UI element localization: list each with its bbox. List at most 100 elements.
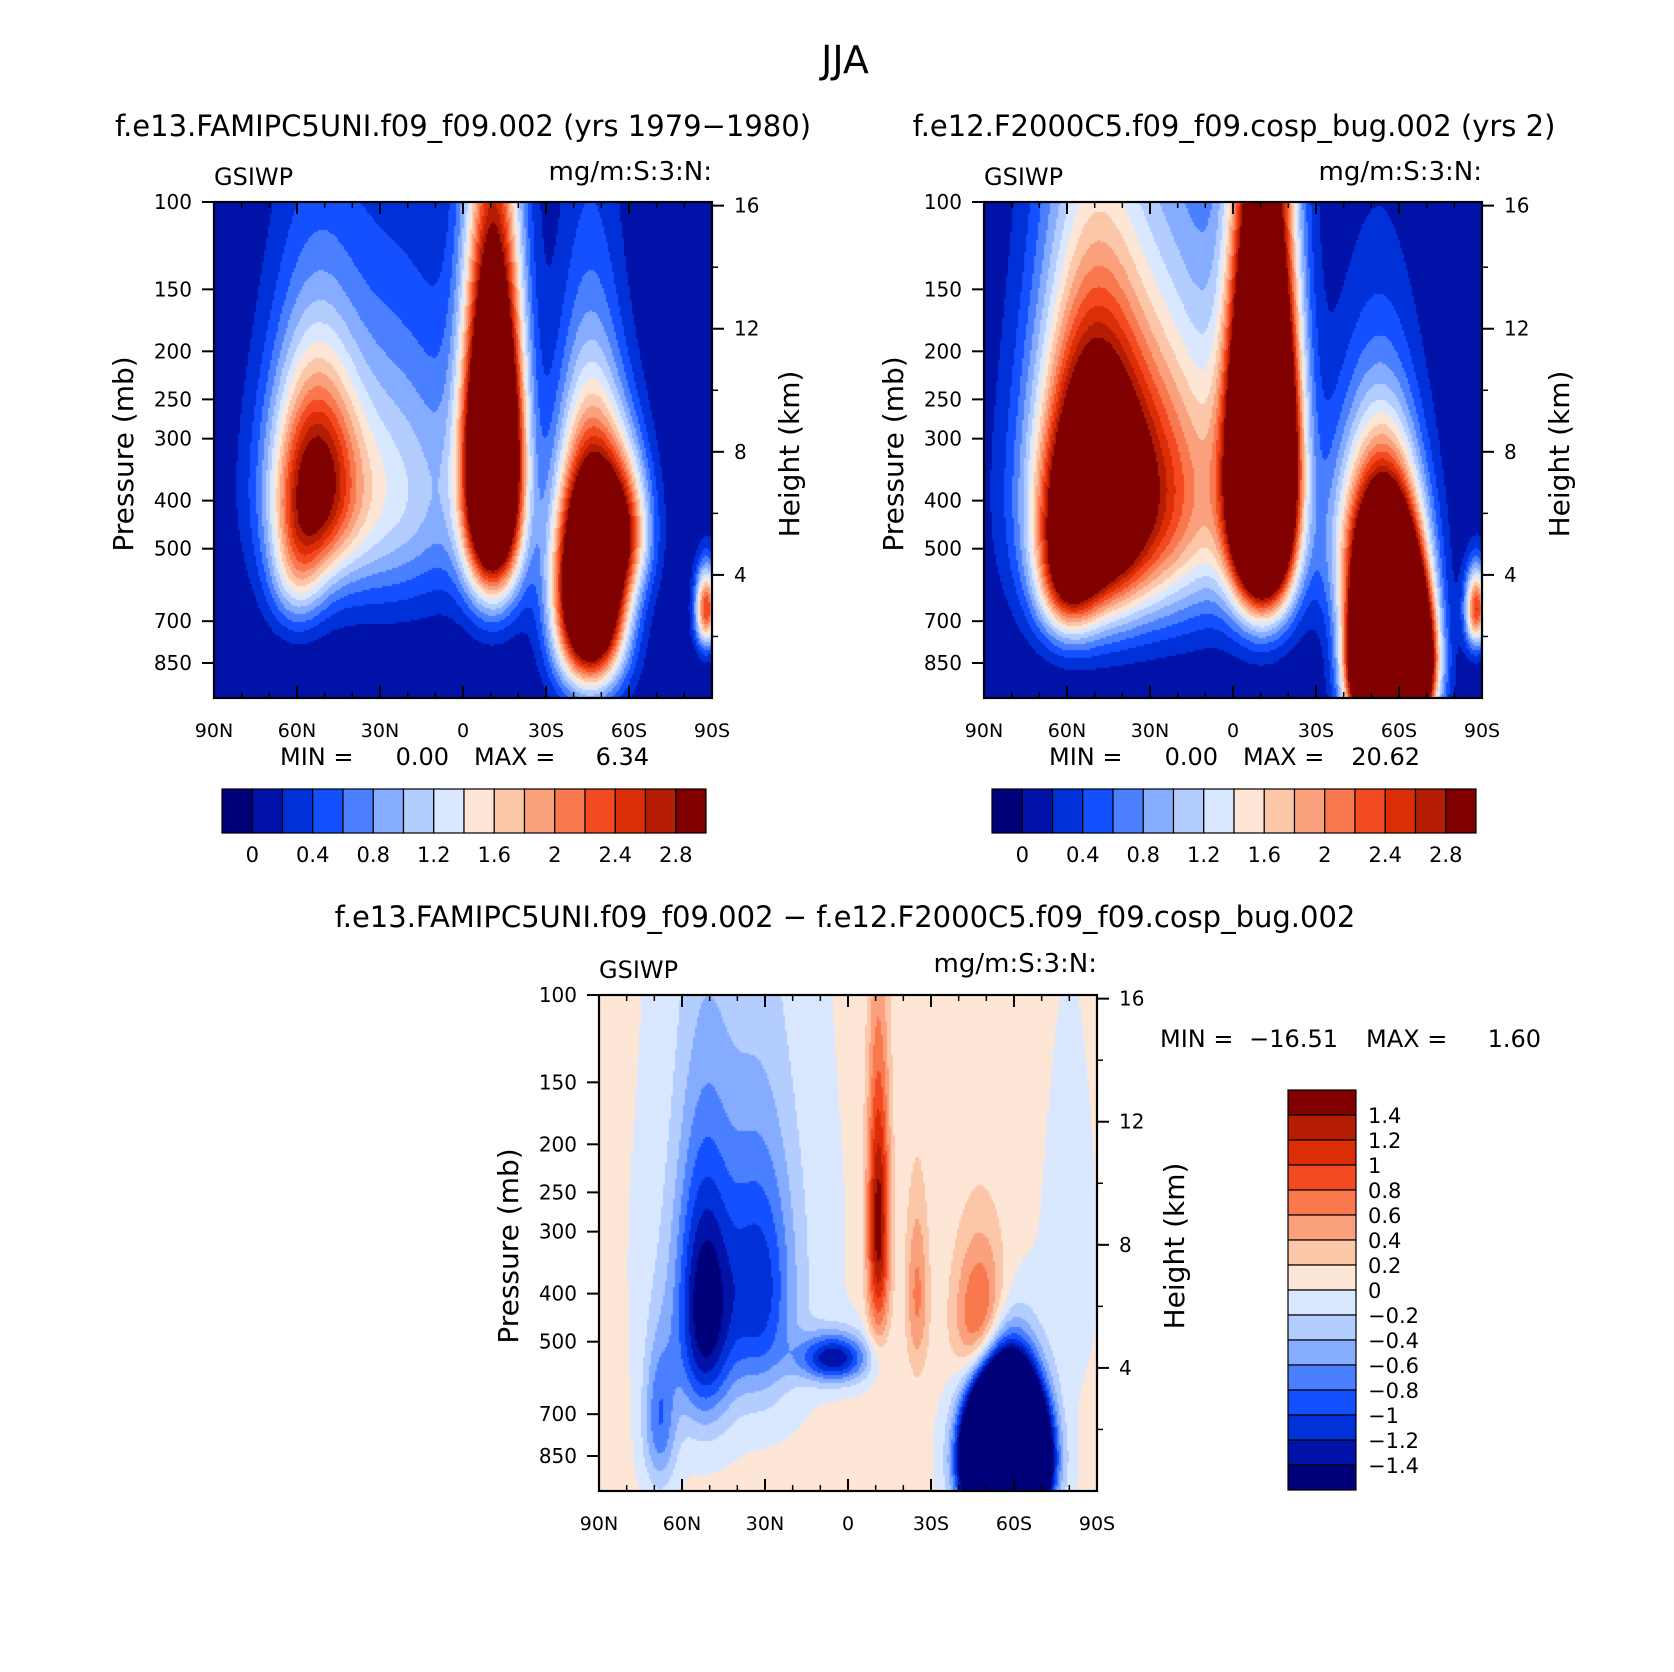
- colorbar-tick-label: −1.4: [1368, 1454, 1419, 1478]
- colorbar-tick-label: 2.8: [1429, 843, 1462, 867]
- x-tick-label: 0: [457, 720, 469, 742]
- colorbar-box: [1287, 1314, 1357, 1341]
- colorbar-box: [644, 788, 677, 834]
- colorbar-tick-label: 2.4: [1369, 843, 1402, 867]
- y-tick-label: 400: [924, 489, 962, 513]
- colorbar-box: [372, 788, 405, 834]
- panel-3-y2label: Height (km): [1158, 1163, 1191, 1330]
- panel-2-min-value: 0.00: [1165, 743, 1218, 771]
- colorbar-tick-label: −1: [1368, 1404, 1399, 1428]
- panel-2-units: mg/m:S:3:N:: [1319, 157, 1482, 187]
- colorbar-tick-label: 0.8: [1127, 843, 1160, 867]
- panel-3-max-label: MAX =: [1366, 1025, 1447, 1053]
- y-tick-label: 500: [154, 537, 192, 561]
- colorbar-box: [1287, 1214, 1357, 1241]
- colorbar-box: [554, 788, 586, 834]
- y-tick-label: 500: [924, 537, 962, 561]
- x-tick-label: 90N: [965, 720, 1003, 742]
- y-tick-label: 850: [539, 1444, 577, 1468]
- y2-tick-label: 8: [734, 440, 747, 464]
- colorbar-box: [1384, 788, 1417, 834]
- y2-tick-label: 16: [734, 194, 759, 218]
- panel-1-min-label: MIN =: [280, 743, 353, 771]
- panel-2-min-label: MIN =: [1049, 743, 1122, 771]
- y2-tick-label: 16: [1504, 194, 1529, 218]
- panel-1-min-value: 0.00: [396, 743, 449, 771]
- y-tick-label: 300: [154, 427, 192, 451]
- panel-1-variable: GSIWP: [214, 163, 293, 191]
- colorbar-tick-label: 0.6: [1368, 1204, 1401, 1228]
- x-tick-label: 90S: [1464, 720, 1500, 742]
- colorbar-tick-label: −1.2: [1368, 1429, 1419, 1453]
- y2-tick-label: 16: [1119, 987, 1144, 1011]
- y-tick-label: 250: [924, 387, 962, 411]
- panel-3-title: f.e13.FAMIPC5UNI.f09_f09.002 − f.e12.F20…: [335, 900, 1356, 934]
- colorbar-tick-label: 2.4: [599, 843, 632, 867]
- contour-field: [214, 202, 712, 698]
- y2-tick-label: 12: [1119, 1110, 1144, 1134]
- colorbar-box: [1324, 788, 1356, 834]
- colorbar-box: [1445, 788, 1477, 834]
- colorbar-box: [1051, 788, 1084, 834]
- colorbar-tick-label: 0: [246, 843, 259, 867]
- colorbar-box: [1287, 1464, 1357, 1491]
- colorbar-tick-label: 0.8: [1368, 1179, 1401, 1203]
- colorbar-tick-label: −0.6: [1368, 1354, 1419, 1378]
- x-tick-label: 30N: [1131, 720, 1169, 742]
- x-tick-label: 0: [1227, 720, 1239, 742]
- colorbar-box: [675, 788, 707, 834]
- colorbar-box: [312, 788, 344, 834]
- colorbar-box: [1287, 1289, 1357, 1316]
- colorbar-box: [1287, 1389, 1357, 1416]
- colorbar-box: [1203, 788, 1235, 834]
- colorbar-box: [1082, 788, 1114, 834]
- panel-1-max-label: MAX =: [474, 743, 555, 771]
- panel-3-units: mg/m:S:3:N:: [934, 949, 1097, 979]
- y2-tick-label: 8: [1504, 440, 1517, 464]
- colorbar-box: [1414, 788, 1447, 834]
- colorbar-tick-label: 1.6: [1248, 843, 1281, 867]
- contour-field: [599, 995, 1097, 1491]
- y-tick-label: 700: [154, 609, 192, 633]
- panel-2-y2label: Height (km): [1543, 371, 1576, 538]
- x-tick-label: 30S: [1298, 720, 1334, 742]
- colorbar-box: [402, 788, 435, 834]
- x-tick-label: 90N: [580, 1513, 618, 1535]
- colorbar-box: [614, 788, 647, 834]
- contour-field: [984, 202, 1482, 698]
- colorbar-tick-label: 0.4: [296, 843, 329, 867]
- colorbar-box: [1287, 1114, 1357, 1141]
- y-tick-label: 700: [924, 609, 962, 633]
- x-tick-label: 0: [842, 1513, 854, 1535]
- colorbar-tick-label: 1.6: [478, 843, 511, 867]
- y-tick-label: 400: [154, 489, 192, 513]
- colorbar-tick-label: 1: [1368, 1154, 1381, 1178]
- y2-tick-label: 12: [734, 317, 759, 341]
- colorbar-tick-label: 0: [1368, 1279, 1381, 1303]
- y-tick-label: 200: [539, 1132, 577, 1156]
- colorbar-box: [1287, 1164, 1357, 1191]
- figure-title: JJA: [819, 38, 869, 82]
- panel-2-max-value: 20.62: [1351, 743, 1420, 771]
- colorbar-box: [1142, 788, 1175, 834]
- colorbar-box: [991, 788, 1023, 834]
- x-tick-label: 90S: [1079, 1513, 1115, 1535]
- y-tick-label: 850: [154, 651, 192, 675]
- panel-3-max-value: 1.60: [1488, 1025, 1541, 1053]
- colorbar-box: [1293, 788, 1326, 834]
- panel-3-min-label: MIN =: [1160, 1025, 1233, 1053]
- x-tick-label: 60S: [996, 1513, 1032, 1535]
- colorbar-tick-label: 2: [1318, 843, 1331, 867]
- y-tick-label: 850: [924, 651, 962, 675]
- y-tick-label: 150: [539, 1070, 577, 1094]
- y2-tick-label: 12: [1504, 317, 1529, 341]
- colorbar-tick-label: 0.2: [1368, 1254, 1401, 1278]
- y-tick-label: 150: [154, 277, 192, 301]
- x-tick-label: 30N: [361, 720, 399, 742]
- panel-3-colorbar: 1.41.210.80.60.40.20−0.2−0.4−0.6−0.8−1−1…: [1287, 1089, 1419, 1491]
- y-tick-label: 200: [154, 339, 192, 363]
- y-tick-label: 400: [539, 1282, 577, 1306]
- colorbar-tick-label: 1.2: [1187, 843, 1220, 867]
- y-tick-label: 500: [539, 1330, 577, 1354]
